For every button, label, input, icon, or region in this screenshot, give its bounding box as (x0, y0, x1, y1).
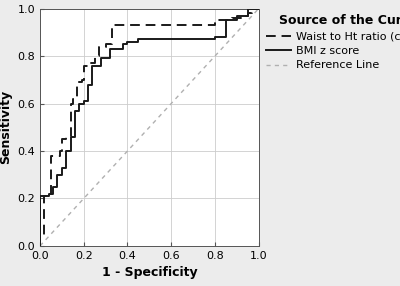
Y-axis label: Sensitivity: Sensitivity (0, 90, 12, 164)
X-axis label: 1 - Specificity: 1 - Specificity (102, 266, 197, 279)
Legend: Waist to Ht ratio (cm/m), BMI z score, Reference Line: Waist to Ht ratio (cm/m), BMI z score, R… (266, 14, 400, 70)
